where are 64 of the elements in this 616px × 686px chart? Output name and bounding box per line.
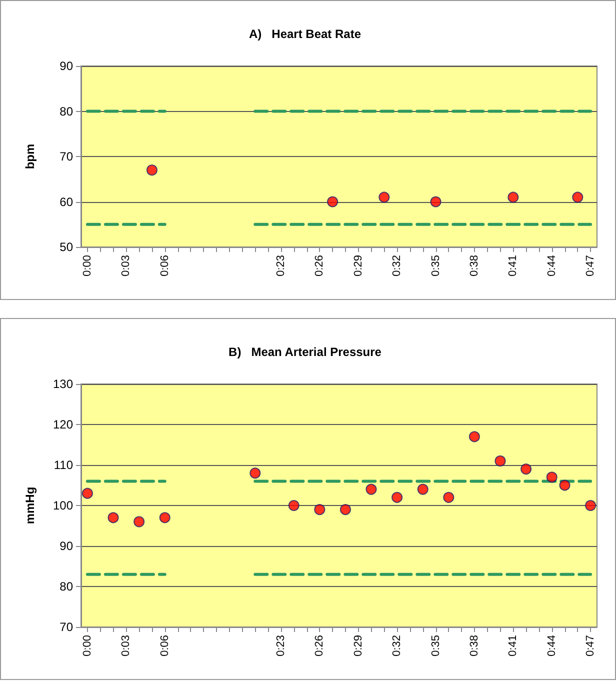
chart-title: A) Heart Beat Rate xyxy=(248,27,362,41)
x-tick-label: 0:47 xyxy=(584,255,597,276)
point xyxy=(159,512,170,524)
point xyxy=(430,196,442,208)
x-tick-label: 0:32 xyxy=(391,255,404,276)
point xyxy=(146,164,158,176)
x-tick-label: 0:41 xyxy=(507,635,520,656)
y-tick-label: 80 xyxy=(60,104,74,118)
point xyxy=(288,500,300,511)
y-tick-label: 110 xyxy=(54,458,74,472)
y-tick-label: 130 xyxy=(52,377,74,391)
y-tick-label: 70 xyxy=(60,620,74,634)
point xyxy=(82,488,93,499)
x-tick-label: 0:26 xyxy=(314,255,326,276)
point xyxy=(443,492,454,503)
point xyxy=(468,431,480,442)
point xyxy=(314,504,326,516)
x-tick-label: 0:23 xyxy=(274,255,287,276)
point xyxy=(134,516,145,528)
point xyxy=(392,492,403,503)
point xyxy=(572,192,584,203)
point xyxy=(494,455,506,466)
x-tick-label: 0:03 xyxy=(120,635,132,656)
x-tick-label: 0:32 xyxy=(391,635,404,656)
y-tick-label: 90 xyxy=(60,539,74,553)
x-tick-label: 0:44 xyxy=(546,255,558,276)
point xyxy=(559,480,570,491)
point xyxy=(250,468,261,479)
point xyxy=(520,464,532,475)
point xyxy=(366,484,377,495)
x-tick-label: 0:26 xyxy=(314,635,326,656)
x-tick-label: 0:29 xyxy=(352,255,364,276)
x-tick-label: 0:35 xyxy=(430,635,442,656)
x-tick-label: 0:47 xyxy=(584,635,597,656)
point xyxy=(417,484,428,495)
y-tick-label: 80 xyxy=(60,580,74,594)
x-tick-label: 0:06 xyxy=(158,255,171,276)
y-axis-title: mmHg xyxy=(23,486,37,524)
x-tick-label: 0:44 xyxy=(546,635,558,656)
x-tick-label: 0:35 xyxy=(430,255,442,276)
x-tick-label: 0:06 xyxy=(158,635,171,656)
y-tick-label: 60 xyxy=(60,194,74,209)
x-tick-label: 0:41 xyxy=(507,255,520,276)
x-tick-label: 0:23 xyxy=(274,635,287,656)
x-tick-label: 0:03 xyxy=(120,255,132,276)
x-tick-label: 0:29 xyxy=(352,635,364,656)
x-tick-label: 0:38 xyxy=(468,255,480,276)
point xyxy=(508,192,519,203)
point xyxy=(585,500,596,511)
point xyxy=(378,192,390,203)
x-tick-label: 0:00 xyxy=(81,635,94,656)
point xyxy=(108,512,119,524)
y-tick-label: 100 xyxy=(52,498,74,512)
x-tick-label: 0:38 xyxy=(468,635,480,656)
point xyxy=(546,472,558,483)
y-axis-title: bpm xyxy=(23,144,37,170)
chart-title: B) Mean Arterial Pressure xyxy=(228,345,382,359)
y-tick-label: 70 xyxy=(60,150,74,164)
y-tick-label: 120 xyxy=(52,418,74,432)
y-tick-label: 90 xyxy=(60,59,74,73)
point xyxy=(327,196,338,208)
y-tick-label: 50 xyxy=(60,240,74,254)
point xyxy=(340,504,351,516)
x-tick-label: 0:00 xyxy=(81,255,94,276)
